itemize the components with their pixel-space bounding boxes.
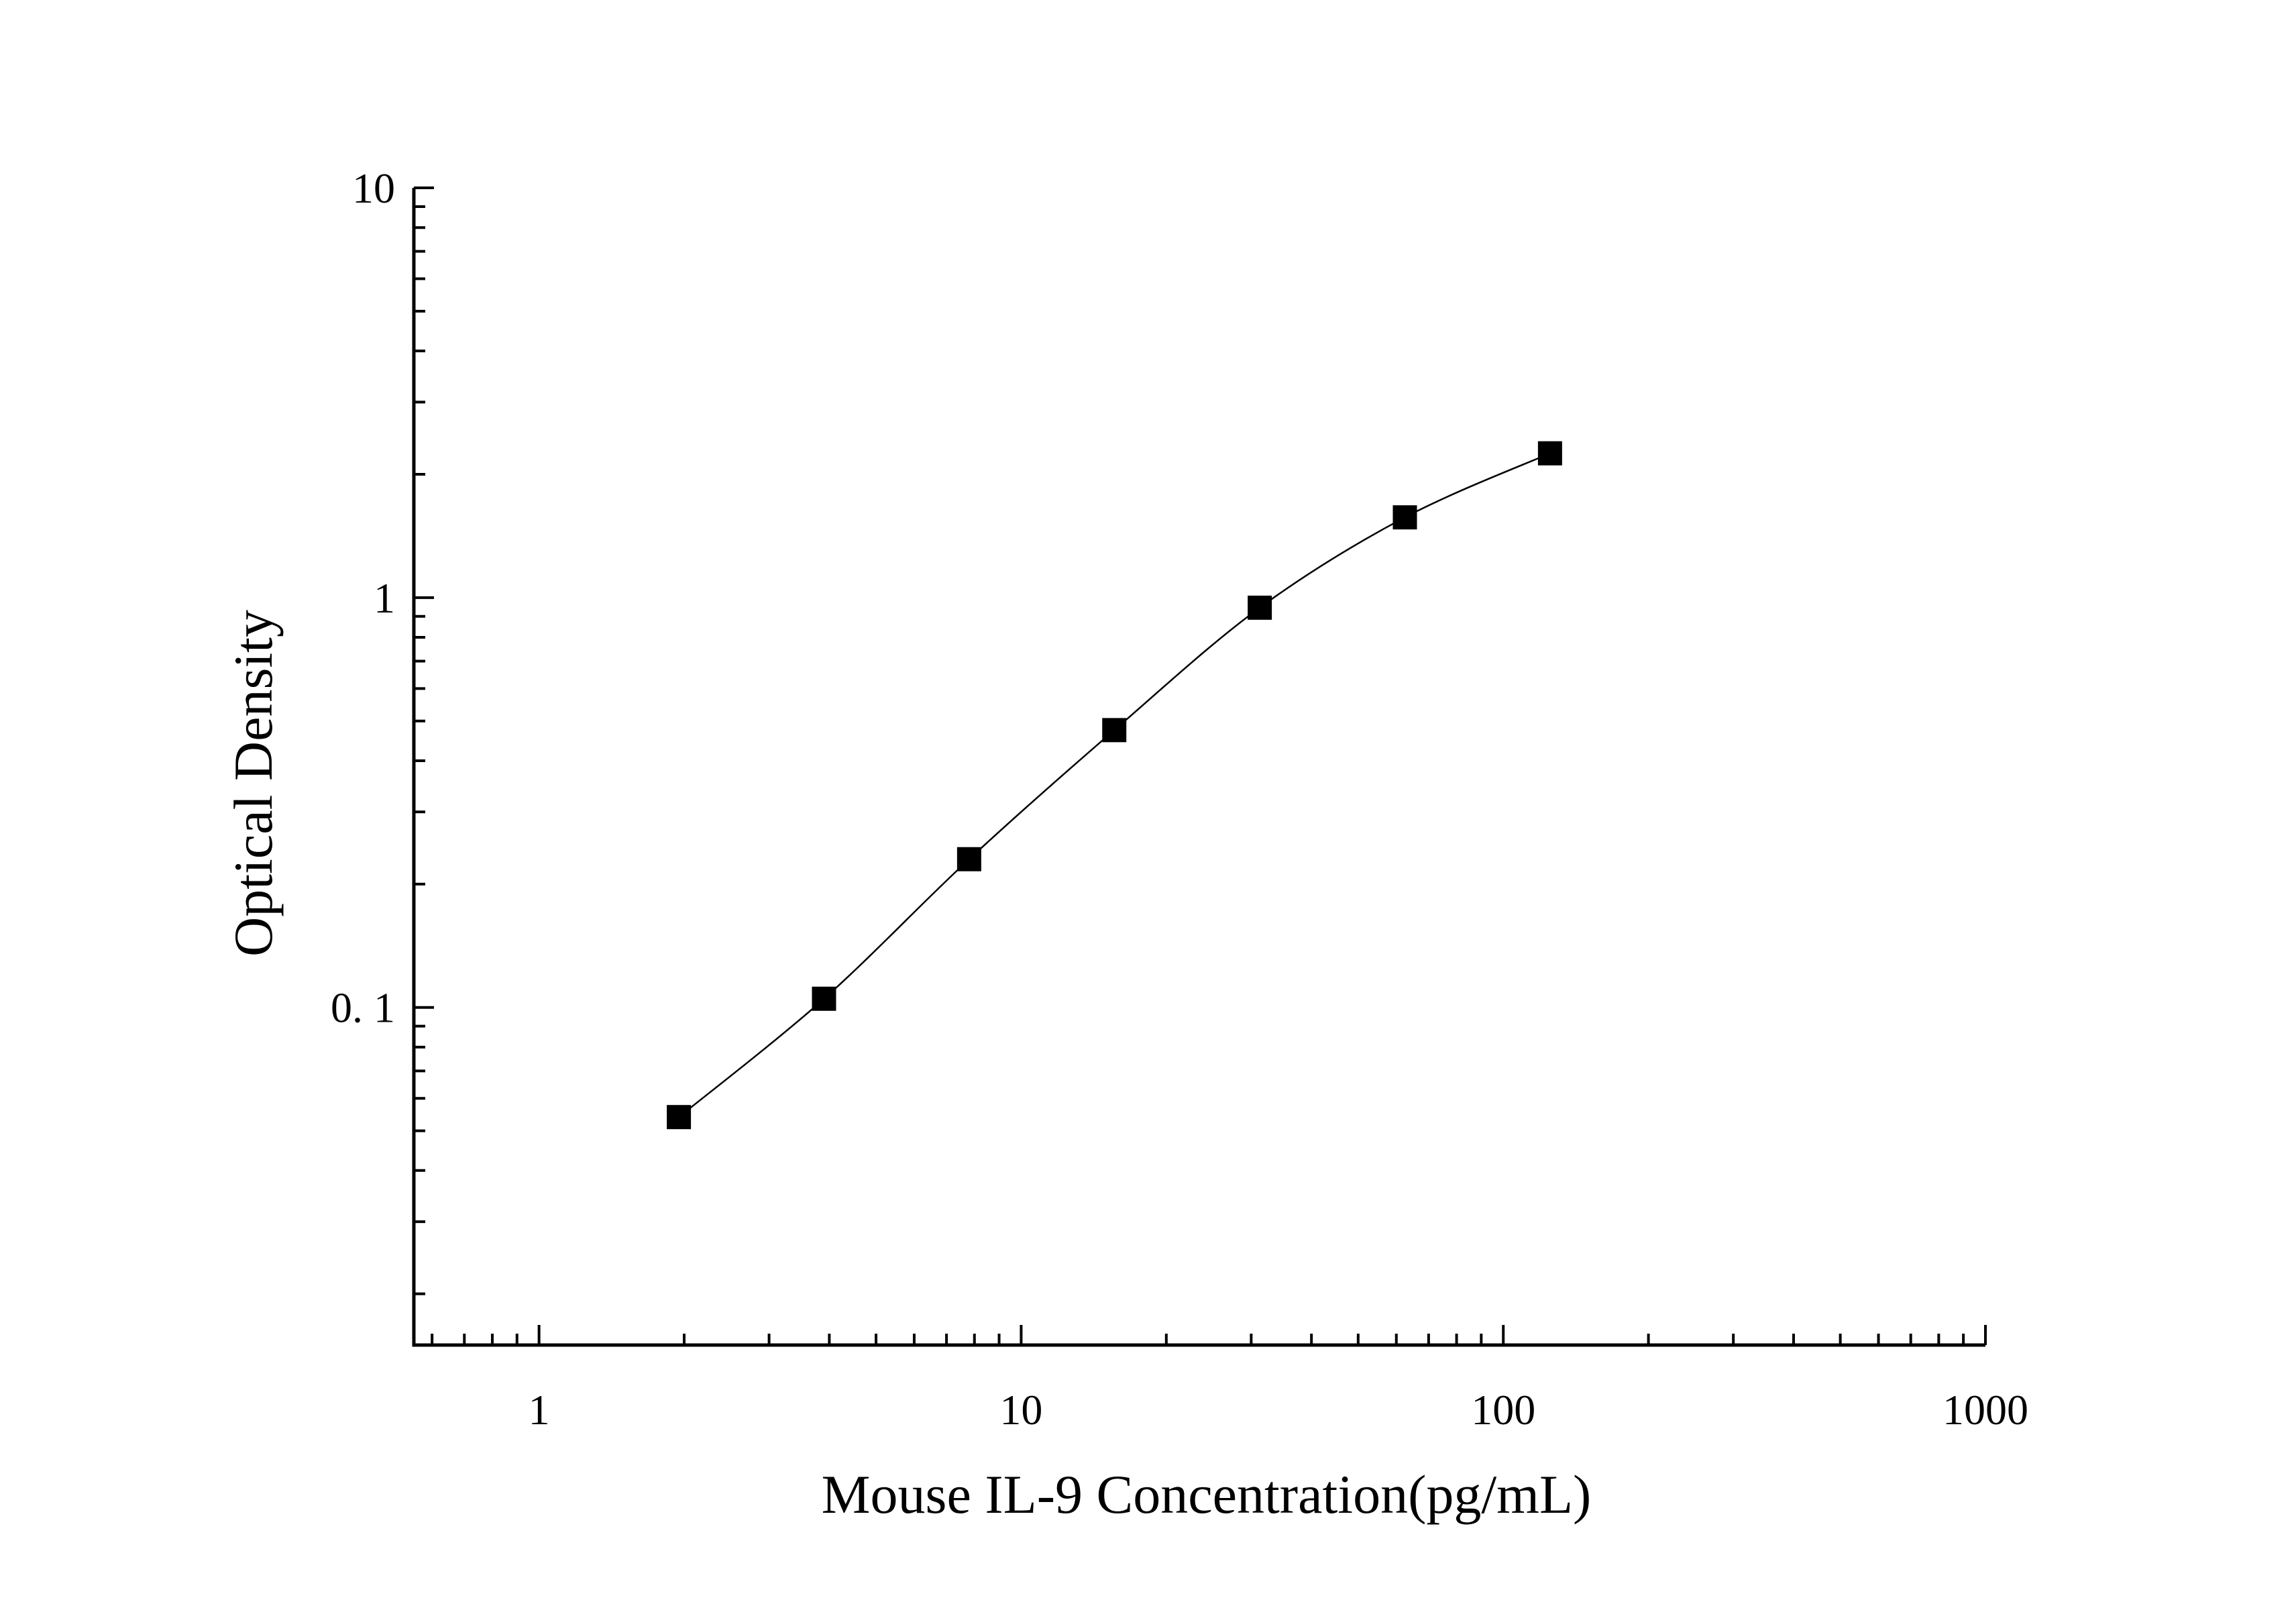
y-axis-tick-labels: 0. 1 1 10 — [331, 164, 395, 1032]
x-tick-label: 100 — [1471, 1386, 1535, 1434]
data-point — [1248, 595, 1272, 620]
y-tick-label: 0. 1 — [331, 984, 395, 1032]
data-point — [1102, 718, 1127, 743]
data-point — [812, 986, 836, 1011]
x-tick-label: 10 — [999, 1386, 1042, 1434]
x-axis-ticks — [431, 1325, 1987, 1345]
data-point — [956, 847, 981, 871]
data-points — [667, 441, 1562, 1130]
y-tick-label: 1 — [374, 574, 395, 622]
data-point — [1392, 505, 1417, 530]
y-tick-label: 10 — [352, 164, 395, 212]
x-axis-title: Mouse IL-9 Concentration(pg/mL) — [822, 1464, 1592, 1525]
data-point — [667, 1105, 692, 1130]
plot-area: 0. 1 1 10 1 10 100 1000 — [331, 164, 2028, 1434]
y-axis-ticks — [414, 186, 434, 1295]
y-axis-title: Optical Density — [223, 610, 284, 957]
data-point — [1537, 441, 1562, 466]
x-axis-tick-labels: 1 10 100 1000 — [529, 1386, 2028, 1434]
x-tick-label: 1000 — [1943, 1386, 2028, 1434]
fit-curve — [678, 452, 1551, 1118]
x-tick-label: 1 — [529, 1386, 550, 1434]
